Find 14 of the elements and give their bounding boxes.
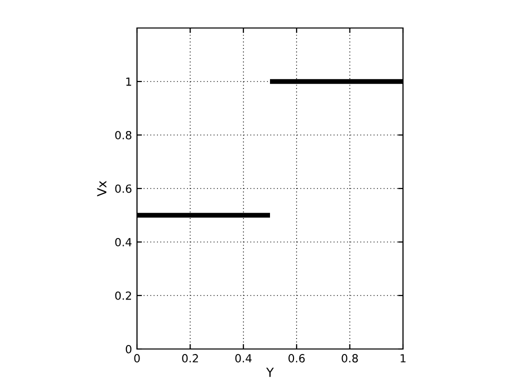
y-tick-label: 0.8 <box>115 130 132 140</box>
y-tick-label: 0.4 <box>115 238 132 246</box>
y-tick-label: 0.2 <box>115 291 132 300</box>
x-tick-label: 0 <box>134 354 140 362</box>
y-axis-title: Vx <box>97 180 106 196</box>
x-tick-label: 0.2 <box>182 354 198 362</box>
x-tick-label: 0.6 <box>288 354 305 362</box>
x-tick-label: 0.8 <box>342 354 358 362</box>
x-tick-label: 1 <box>400 354 406 362</box>
x-tick-label: 0.4 <box>235 354 252 362</box>
y-tick-label: 0 <box>126 344 132 354</box>
y-tick-label: 0.6 <box>115 184 132 193</box>
y-tick-label: 1 <box>126 78 132 86</box>
x-axis-title: Y <box>266 368 274 377</box>
